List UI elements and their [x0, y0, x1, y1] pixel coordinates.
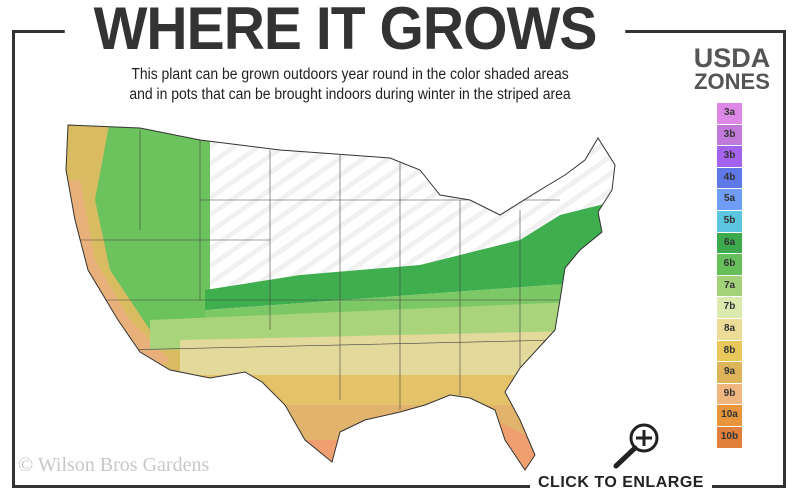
legend-zone-5b: 5b — [717, 210, 742, 232]
legend-zone-10b: 10b — [717, 426, 742, 448]
legend-zone-4b: 4b — [717, 167, 742, 189]
legend-zone-7a: 7a — [717, 275, 742, 297]
legend-zone-8b: 8b — [717, 340, 742, 362]
legend-zone-6a: 6a — [717, 232, 742, 254]
legend-zone-9b: 9b — [717, 383, 742, 405]
legend-zone-8a: 8a — [717, 318, 742, 340]
click-to-enlarge-button[interactable]: CLICK TO ENLARGE — [530, 474, 712, 492]
subtitle-line-2: and in pots that can be brought indoors … — [129, 86, 571, 103]
legend-zone-3a: 3a — [717, 103, 742, 124]
legend-zone-9a: 9a — [717, 362, 742, 383]
legend-zone-6b: 6b — [717, 254, 742, 275]
legend-title-line-1: USDA — [693, 43, 771, 73]
page-title: WHERE IT GROWS — [64, 0, 626, 64]
state-lines — [66, 130, 561, 410]
subtitle: This plant can be grown outdoors year ro… — [89, 65, 611, 105]
zone-legend: 3a 3b 3b 4b 5a 5b 6a 6b 7a 7b 8a 8b 9a 9b 10a 10b — [717, 103, 742, 449]
legend-zone-7b: 7b — [717, 297, 742, 318]
subtitle-line-1: This plant can be grown outdoors year ro… — [131, 66, 569, 83]
legend-zone-3b: 3b — [717, 146, 742, 167]
legend-zone-10a: 10a — [717, 405, 742, 426]
watermark: © Wilson Bros Gardens — [18, 454, 210, 476]
magnifier-plus-icon[interactable] — [608, 420, 664, 470]
legend-zone-5a: 5a — [717, 189, 742, 210]
legend-title-line-2: ZONES — [694, 69, 770, 94]
us-outline — [65, 124, 616, 471]
legend-zone-3b: 3b — [717, 124, 742, 146]
legend-title: USDA ZONES — [672, 43, 792, 94]
